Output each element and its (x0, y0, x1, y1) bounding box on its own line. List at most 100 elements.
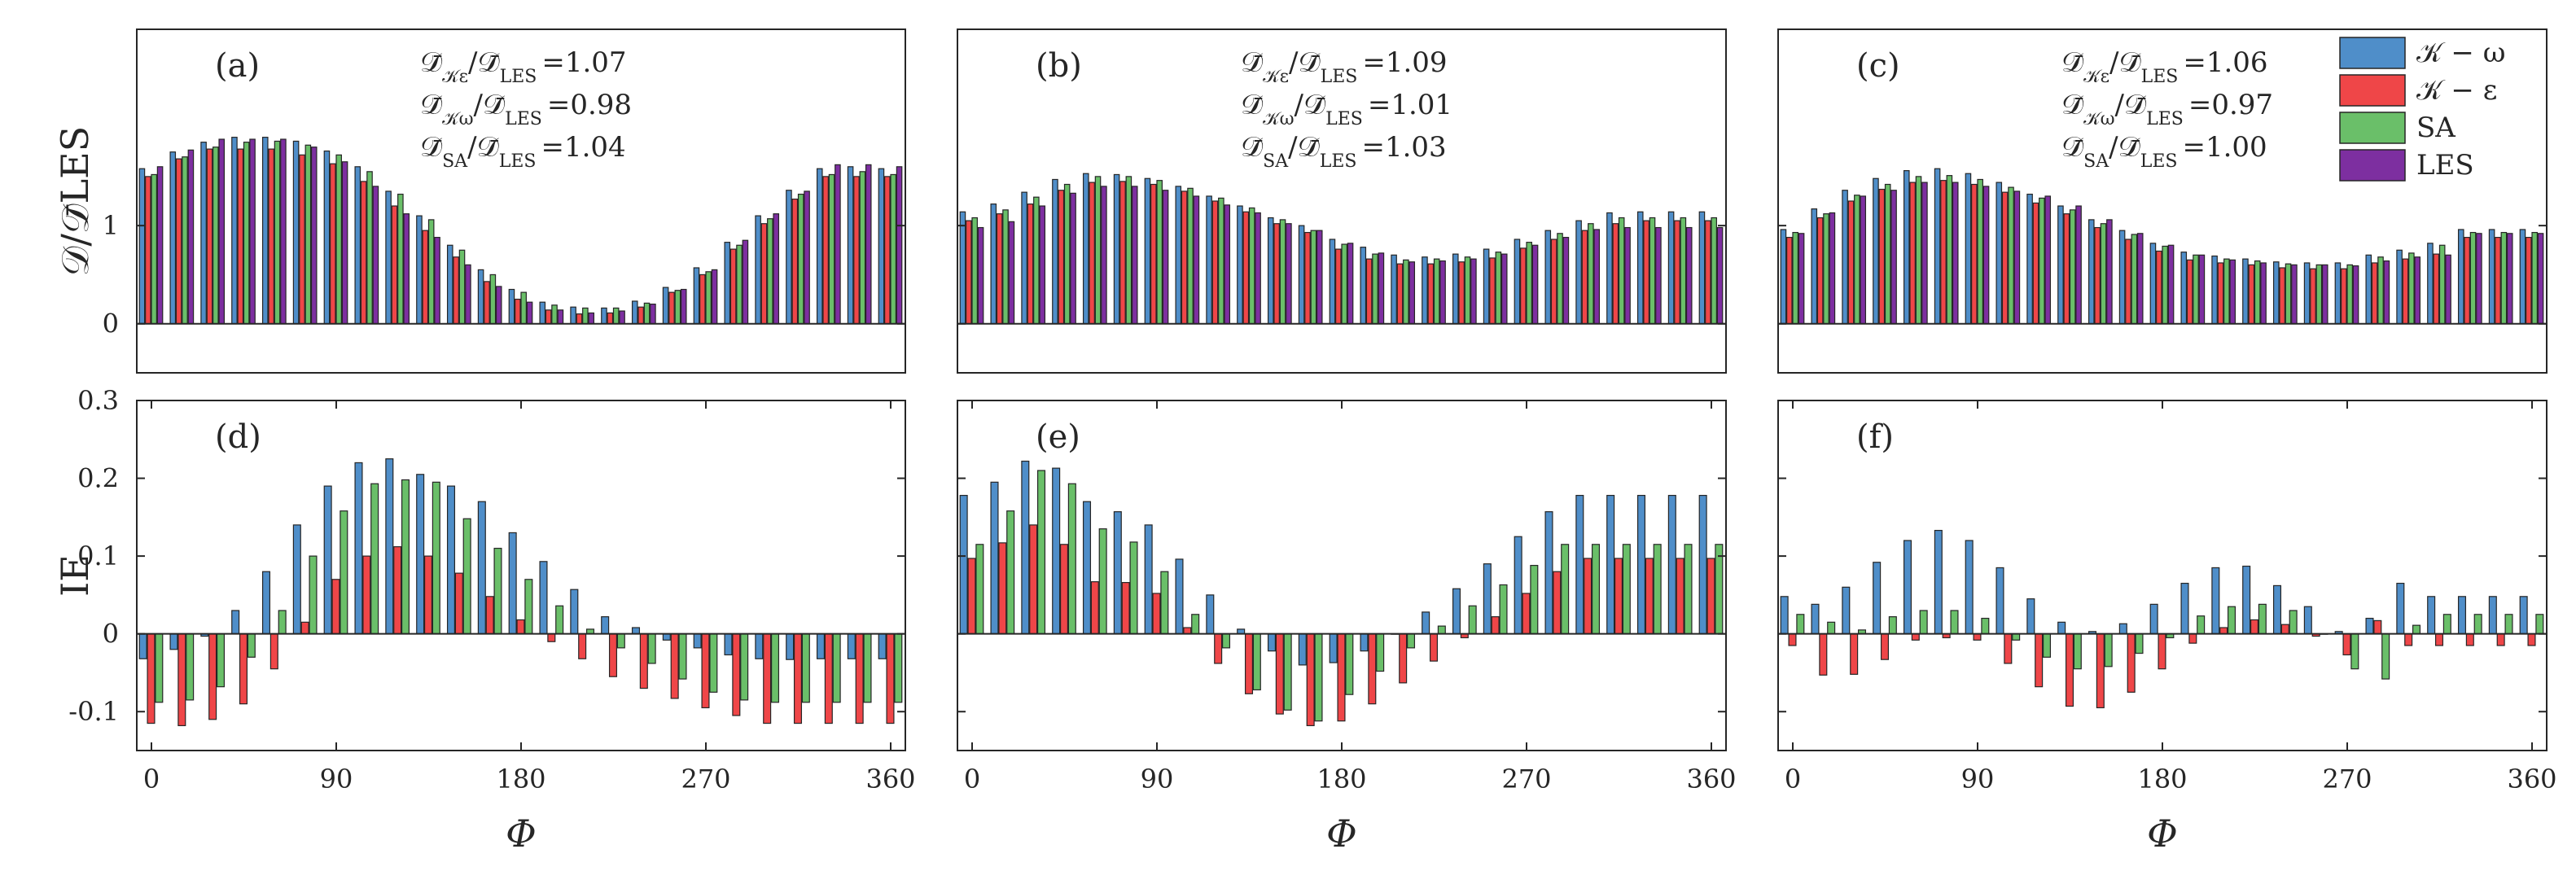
panel-label: (d) (215, 418, 261, 456)
bar-k-omega-255 (662, 633, 671, 641)
bar-k-epsilon-45 (1058, 190, 1065, 325)
bar-k-omega-90 (323, 150, 331, 325)
bar-k-omega-240 (1452, 253, 1459, 325)
bar-k-epsilon-360 (2526, 237, 2532, 325)
bar-sa-90 (340, 510, 348, 635)
bar-k-epsilon-105 (2004, 633, 2013, 664)
bar-k-omega-255 (1483, 248, 1490, 325)
bar-k-omega-360 (878, 633, 887, 659)
x-tick-label: 270 (1501, 764, 1551, 794)
bar-les-30 (218, 138, 226, 325)
bar-sa-315 (2438, 244, 2446, 325)
bar-sa-150 (1283, 633, 1292, 711)
panel-label: (e) (1036, 418, 1080, 456)
bar-sa-225 (616, 633, 625, 649)
bar-k-epsilon-0 (966, 220, 972, 325)
bar-k-omega-240 (2272, 584, 2282, 635)
bar-k-epsilon-345 (855, 633, 864, 724)
bar-k-epsilon-345 (2496, 633, 2505, 646)
bar-sa-90 (1156, 180, 1163, 325)
bar-sa-0 (971, 217, 978, 325)
bar-les-45 (1070, 192, 1076, 325)
bar-sa-135 (2073, 633, 2082, 670)
bar-sa-315 (797, 193, 804, 325)
bar-sa-345 (859, 171, 866, 325)
bar-k-epsilon-210 (1396, 263, 1404, 325)
bar-les-345 (865, 164, 872, 325)
bar-sa-60 (1919, 610, 1928, 635)
bar-les-165 (1316, 230, 1323, 325)
bar-les-60 (280, 138, 287, 325)
bar-k-omega-330 (2457, 229, 2464, 325)
bar-les-45 (249, 138, 256, 325)
bar-k-epsilon-330 (2465, 633, 2474, 646)
bar-k-omega-150 (2088, 219, 2095, 325)
bar-k-epsilon-0 (147, 633, 156, 724)
bar-sa-105 (1191, 614, 1200, 635)
bar-k-omega-300 (2396, 249, 2403, 325)
x-tick-label: 90 (1961, 764, 1995, 794)
bar-sa-270 (1526, 242, 1532, 325)
bar-k-epsilon-135 (422, 230, 429, 325)
bar-k-omega-60 (261, 571, 271, 635)
bar-sa-240 (643, 302, 651, 325)
bar-k-epsilon-330 (824, 633, 833, 724)
panel-label: (c) (1856, 47, 1900, 85)
bar-k-omega-255 (662, 287, 669, 325)
bar-k-omega-120 (385, 458, 394, 635)
bar-les-210 (588, 312, 595, 325)
bar-k-epsilon-180 (2158, 633, 2166, 670)
bar-k-epsilon-120 (1211, 200, 1219, 325)
bar-k-omega-75 (1113, 511, 1122, 635)
ratio-annotation: 𝒟̄𝒦ε/𝒟̄LES =1.07 (420, 46, 627, 87)
panel-label: (a) (215, 47, 260, 85)
bar-sa-45 (247, 633, 256, 658)
bar-les-75 (1131, 186, 1138, 325)
bar-les-135 (2075, 205, 2082, 325)
bar-k-epsilon-300 (2404, 633, 2413, 646)
bar-k-epsilon-180 (516, 619, 525, 635)
bar-k-omega-75 (1934, 529, 1943, 635)
bar-k-epsilon-75 (1121, 581, 1130, 635)
bar-sa-225 (612, 307, 620, 325)
x-tick-label: 180 (2137, 764, 2187, 794)
bar-sa-90 (1981, 617, 1990, 635)
bar-sa-165 (1310, 230, 1317, 325)
bar-k-epsilon-165 (1306, 633, 1315, 727)
bar-k-epsilon-60 (1090, 581, 1099, 635)
bar-sa-300 (2412, 624, 2421, 635)
bar-k-epsilon-315 (2434, 633, 2444, 646)
bar-les-15 (1008, 221, 1015, 325)
bar-k-omega-45 (1052, 467, 1061, 635)
bar-k-omega-135 (1237, 205, 1243, 325)
bar-sa-300 (1588, 223, 1594, 325)
bar-sa-195 (2193, 254, 2199, 325)
bar-sa-210 (2223, 258, 2230, 325)
bar-sa-75 (309, 555, 318, 635)
bar-les-0 (156, 166, 164, 325)
bar-sa-240 (1464, 256, 1471, 325)
bar-sa-165 (489, 274, 497, 325)
bar-sa-330 (1653, 544, 1662, 635)
y-tick-label: 1 (103, 210, 119, 241)
bar-k-omega-360 (2519, 596, 2528, 635)
bar-sa-270 (709, 633, 718, 693)
bar-sa-360 (894, 633, 903, 703)
bar-k-omega-45 (231, 137, 238, 325)
bar-k-epsilon-195 (1365, 258, 1373, 325)
bar-sa-90 (1160, 571, 1169, 635)
x-tick-label: 360 (2507, 764, 2556, 794)
bar-les-285 (742, 239, 749, 325)
x-tick-label: 180 (1316, 764, 1366, 794)
bar-les-345 (2506, 233, 2513, 325)
bar-k-epsilon-120 (391, 205, 398, 325)
bar-sa-150 (2100, 223, 2107, 325)
bar-les-150 (465, 264, 471, 325)
bar-k-epsilon-120 (1214, 633, 1223, 664)
bar-sa-120 (1221, 633, 1231, 649)
bar-k-epsilon-285 (2373, 619, 2382, 635)
bar-k-epsilon-210 (2217, 262, 2224, 325)
bar-k-omega-45 (1052, 178, 1058, 325)
bar-sa-285 (2381, 633, 2390, 680)
bar-k-epsilon-150 (453, 256, 459, 325)
